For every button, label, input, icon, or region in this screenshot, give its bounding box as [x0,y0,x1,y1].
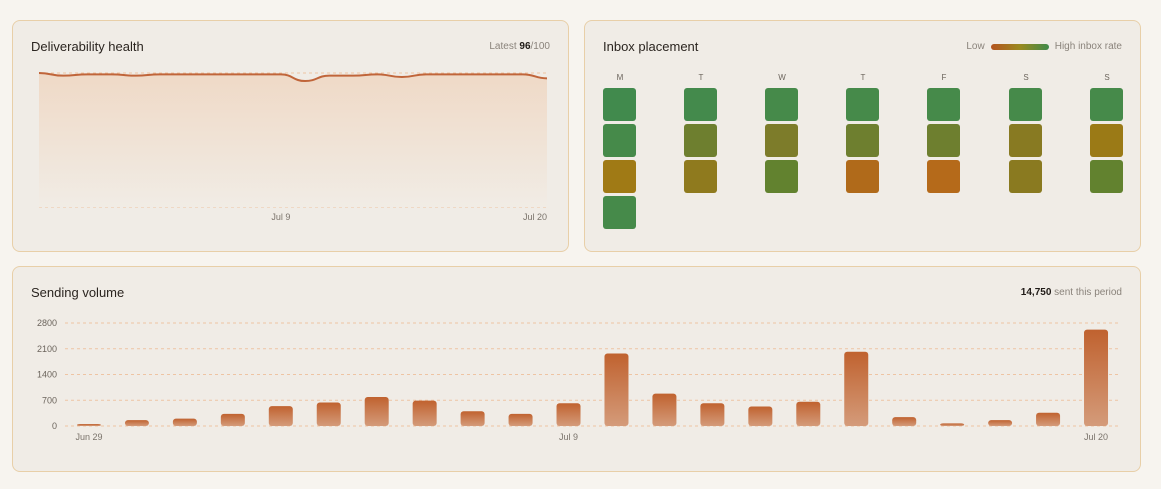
volume-bar[interactable] [796,401,821,426]
volume-bar[interactable] [604,353,629,426]
heatmap-cell[interactable] [765,124,798,157]
volume-bar[interactable] [412,400,437,426]
deliverability-health-title: Deliverability health [31,39,144,54]
heatmap-cell[interactable] [1090,160,1123,193]
volume-bar[interactable] [508,413,533,426]
volume-bar[interactable] [652,393,677,426]
heatmap-day-label: W [778,73,786,82]
volume-bar[interactable] [364,396,389,426]
heatmap-cell[interactable] [927,160,960,193]
volume-bar[interactable] [1036,412,1061,426]
sent-total-value: 14,750 [1020,287,1052,298]
volume-bar[interactable] [1084,329,1109,426]
sending-volume-title: Sending volume [31,285,125,300]
heatmap-cell[interactable] [603,88,636,121]
heatmap-day-label: S [1104,73,1110,82]
heatmap-cell[interactable] [603,124,636,157]
heatmap-day-label: F [941,73,947,82]
volume-bar[interactable] [268,406,293,426]
latest-value: 96 [519,41,531,52]
heatmap-cell[interactable] [1090,124,1123,157]
heatmap-cell[interactable] [684,124,717,157]
volume-bar[interactable] [700,403,725,426]
deliverability-health-chart: Jul 9 Jul 20 [38,72,548,222]
volume-x-tick-label: Jul 9 [559,432,578,442]
heatmap-cell[interactable] [1090,88,1123,121]
heatmap-cell[interactable] [765,160,798,193]
heatmap-day-label: T [860,73,866,82]
volume-x-tick-label: Jul 20 [1084,432,1108,442]
latest-prefix: Latest [489,41,520,52]
volume-bar[interactable] [556,403,581,426]
legend-high-label: High inbox rate [1054,41,1122,52]
heatmap-cell[interactable] [1009,124,1042,157]
volume-bar[interactable] [940,423,965,426]
deliverability-health-card: Deliverability health Latest 96/100 Jul … [12,20,569,252]
sent-total: 14,750 sent this period [1021,287,1122,298]
heatmap-cell[interactable] [927,124,960,157]
volume-y-tick-label: 1400 [37,370,57,380]
volume-bar[interactable] [220,413,245,426]
volume-bar[interactable] [844,351,869,426]
sending-volume-card: Sending volume 14,750 sent this period 0… [12,266,1141,472]
inbox-placement-card: Inbox placement Low High inbox rate M T W T… [584,20,1141,252]
volume-y-tick-label: 2800 [37,318,57,328]
volume-bar[interactable] [172,418,197,426]
inbox-rate-legend: Low High inbox rate [966,41,1122,52]
legend-low-label: Low [966,41,985,52]
heatmap-cell[interactable] [684,88,717,121]
heatmap-cell[interactable] [1009,160,1042,193]
heatmap-cell[interactable] [846,124,879,157]
heatmap-cell[interactable] [684,160,717,193]
volume-bar[interactable] [124,420,149,426]
volume-y-tick-label: 0 [52,421,57,431]
heatmap-cell[interactable] [846,160,879,193]
volume-bar[interactable] [988,420,1013,426]
heatmap-day-label: M [616,73,624,82]
heatmap-day-label: S [1023,73,1029,82]
sending-volume-chart: 0 700 1400 2100 2800 Jun 29 Jul 9 Jul 20 [37,318,1120,442]
volume-bar[interactable] [76,424,101,426]
volume-bar[interactable] [460,411,485,426]
volume-y-tick-label: 700 [42,395,57,405]
volume-x-tick-label: Jun 29 [75,432,102,442]
volume-bar[interactable] [892,417,917,426]
health-line [38,72,548,83]
heatmap-cell[interactable] [603,160,636,193]
heatmap-cell[interactable] [1009,88,1042,121]
sent-total-suffix: sent this period [1051,287,1122,298]
health-x-tick-label: Jul 9 [271,212,290,222]
heatmap-day-label: T [698,73,704,82]
inbox-placement-title: Inbox placement [603,39,699,54]
health-x-tick-label: Jul 20 [523,212,547,222]
volume-bar[interactable] [748,406,773,426]
latest-score: Latest 96/100 [489,41,550,52]
heatmap-cell[interactable] [603,196,636,229]
health-area [39,73,547,207]
volume-bar[interactable] [316,402,341,426]
heatmap-cell[interactable] [927,88,960,121]
volume-y-tick-label: 2100 [37,344,57,354]
legend-gradient-bar [990,43,1049,50]
heatmap-cell[interactable] [765,88,798,121]
latest-suffix: /100 [530,41,550,52]
heatmap-cell[interactable] [846,88,879,121]
